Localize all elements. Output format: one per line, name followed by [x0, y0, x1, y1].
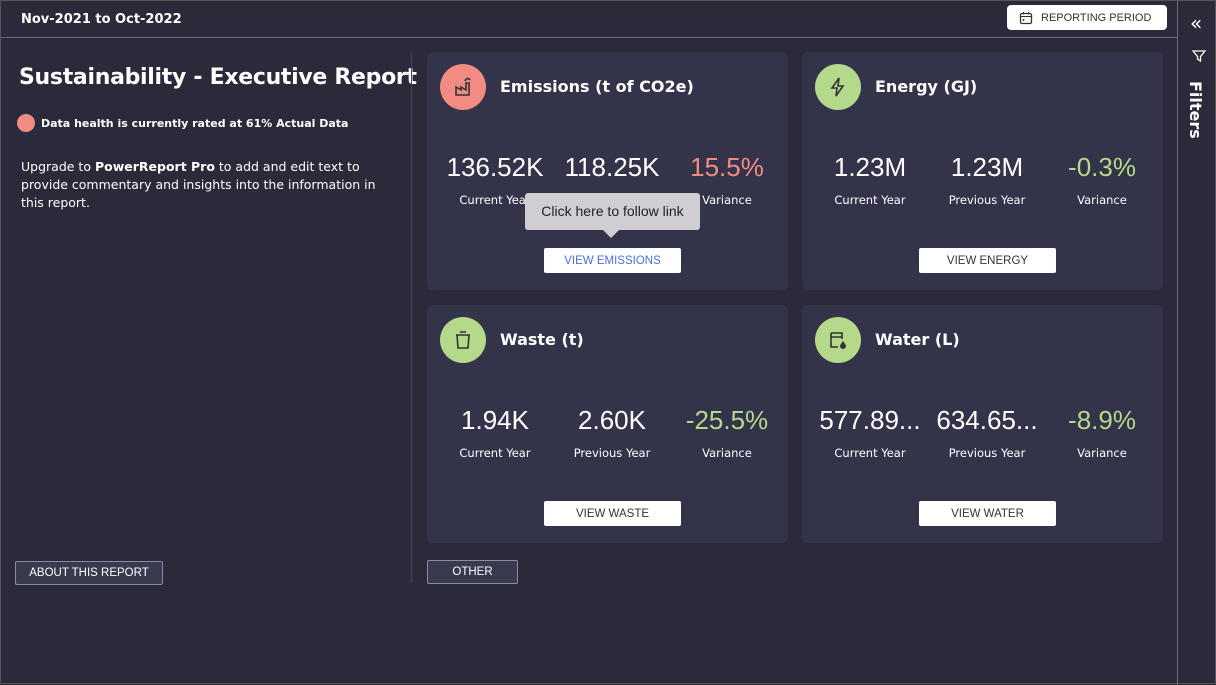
calendar-icon: [1019, 11, 1033, 24]
water-icon: [815, 317, 861, 363]
previous-year-metric: 2.60K Previous Year: [573, 405, 651, 460]
current-year-metric: 1.23M Current Year: [833, 152, 907, 207]
about-report-button[interactable]: ABOUT THIS REPORT: [15, 561, 163, 585]
other-button[interactable]: OTHER: [427, 560, 518, 584]
variance-metric: 15.5% Variance: [690, 152, 764, 207]
health-text: Data health is currently rated at 61% Ac…: [41, 116, 349, 130]
filters-label[interactable]: Filters: [1186, 81, 1205, 139]
period-label: Nov-2021 to Oct-2022: [21, 12, 182, 27]
collapse-chevrons-icon[interactable]: «: [1190, 11, 1203, 35]
card-title: Waste (t): [500, 330, 584, 349]
view-button[interactable]: VIEW EMISSIONS: [544, 248, 681, 273]
link-tooltip: Click here to follow link: [525, 193, 700, 238]
variance-metric: -8.9% Variance: [1068, 405, 1136, 460]
current-year-metric: 136.52K Current Year: [446, 152, 544, 207]
card-emissions: Emissions (t of CO2e) 136.52K Current Yea…: [427, 52, 788, 290]
card-water: Water (L) 577.89... Current Year 634.65..…: [802, 305, 1163, 543]
filter-icon[interactable]: [1192, 49, 1206, 63]
view-button[interactable]: VIEW WASTE: [544, 501, 681, 526]
recycle-bin-icon: [440, 317, 486, 363]
reporting-period-label: REPORTING PERIOD: [1041, 11, 1152, 24]
health-dot-icon: [17, 114, 35, 132]
view-button[interactable]: VIEW WATER: [919, 501, 1056, 526]
report-title: Sustainability - Executive Report: [19, 65, 417, 90]
card-title: Energy (GJ): [875, 77, 978, 96]
variance-metric: -25.5% Variance: [685, 405, 769, 460]
factory-icon: [440, 64, 486, 110]
previous-year-metric: 634.65... Previous Year: [936, 405, 1038, 460]
divider: [411, 53, 412, 583]
lightning-icon: [815, 64, 861, 110]
brand-name: PowerReport Pro: [94, 159, 215, 174]
reporting-period-button[interactable]: REPORTING PERIOD: [1007, 5, 1167, 30]
top-bar: Nov-2021 to Oct-2022 REPORTING PERIOD: [1, 1, 1177, 38]
filters-pane: « Filters: [1177, 1, 1216, 685]
card-title: Water (L): [875, 330, 960, 349]
card-title: Emissions (t of CO2e): [500, 77, 694, 96]
view-button[interactable]: VIEW ENERGY: [919, 248, 1056, 273]
upgrade-text: Upgrade to PowerReport Pro to add and ed…: [21, 159, 376, 210]
current-year-metric: 1.94K Current Year: [459, 405, 531, 460]
variance-metric: -0.3% Variance: [1068, 152, 1136, 207]
current-year-metric: 577.89... Current Year: [819, 405, 921, 460]
card-energy: Energy (GJ) 1.23M Current Year 1.23M Previ…: [802, 52, 1163, 290]
card-waste: Waste (t) 1.94K Current Year 2.60K Previou…: [427, 305, 788, 543]
data-health: Data health is currently rated at 61% Ac…: [17, 114, 348, 132]
previous-year-metric: 1.23M Previous Year: [948, 152, 1026, 207]
